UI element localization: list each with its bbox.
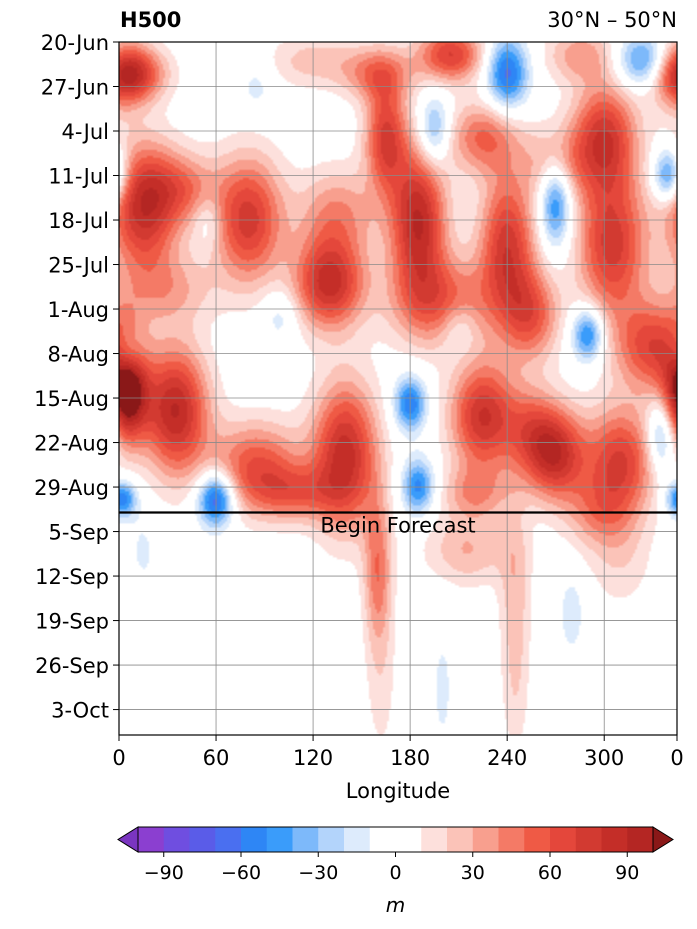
plot-area xyxy=(119,42,677,735)
colorbar-tick-label: −60 xyxy=(221,862,261,884)
colorbar: −90 −60 −30 0 30 60 90 m xyxy=(117,826,674,917)
y-tick-label: 29-Aug xyxy=(34,476,109,500)
colorbar-segment xyxy=(163,827,190,852)
colorbar-tick-label: 30 xyxy=(461,862,485,884)
y-tick-label: 15-Aug xyxy=(34,387,109,411)
forecast-label: Begin Forecast xyxy=(320,513,475,537)
y-tick-label: 27-Jun xyxy=(41,76,109,100)
colorbar-tick-label: 90 xyxy=(615,862,639,884)
colorbar-tick-label: −90 xyxy=(144,862,184,884)
y-tick-label: 11-Jul xyxy=(48,165,109,189)
colorbar-segment xyxy=(292,827,319,852)
colorbar-segment xyxy=(266,827,293,852)
x-tick-label: 180 xyxy=(390,746,430,770)
colorbar-extend-max xyxy=(652,826,674,853)
gridlines xyxy=(119,42,677,735)
y-tick-label: 8-Aug xyxy=(48,343,109,367)
colorbar-tick-label: 60 xyxy=(538,862,562,884)
colorbar-segment xyxy=(189,827,216,852)
y-tick-label: 4-Jul xyxy=(62,120,109,144)
y-axis: 20-Jun 27-Jun 4-Jul 11-Jul 18-Jul 25-Jul 1-Aug… xyxy=(34,31,119,723)
y-tick-label: 26-Sep xyxy=(35,654,109,678)
colorbar-segment xyxy=(447,827,474,852)
colorbar-segment xyxy=(369,827,422,852)
colorbar-segment xyxy=(421,827,448,852)
colorbar-tick-label: 0 xyxy=(389,862,401,884)
colorbar-segment xyxy=(498,827,525,852)
plot-frame: Begin Forecast xyxy=(118,41,678,736)
colorbar-segment xyxy=(215,827,242,852)
x-tick-label: 120 xyxy=(293,746,333,770)
y-tick-label: 5-Sep xyxy=(48,521,109,545)
colorbar-segment xyxy=(575,827,602,852)
colorbar-segment xyxy=(138,827,165,852)
x-axis-label: Longitude xyxy=(346,779,450,803)
y-tick-label: 22-Aug xyxy=(34,432,109,456)
chart-subtitle: 30°N – 50°N xyxy=(547,8,677,32)
y-tick-label: 3-Oct xyxy=(51,699,109,723)
colorbar-segment xyxy=(627,827,654,852)
colorbar-segment xyxy=(550,827,577,852)
anomaly-field xyxy=(119,42,677,735)
y-tick-label: 19-Sep xyxy=(35,610,109,634)
x-tick-label: 300 xyxy=(584,746,624,770)
chart-title: H500 xyxy=(120,8,182,32)
y-tick-label: 12-Sep xyxy=(35,565,109,589)
y-tick-label: 20-Jun xyxy=(41,31,109,55)
colorbar-segment xyxy=(601,827,628,852)
x-tick-label: 0 xyxy=(670,746,683,770)
x-tick-label: 240 xyxy=(487,746,527,770)
y-tick-label: 1-Aug xyxy=(48,298,109,322)
x-tick-label: 60 xyxy=(203,746,230,770)
x-axis: 0 60 120 180 240 300 0 Longitude xyxy=(112,735,684,803)
y-tick-label: 18-Jul xyxy=(48,209,109,233)
colorbar-segment xyxy=(344,827,371,852)
x-tick-label: 0 xyxy=(112,746,125,770)
colorbar-extend-min xyxy=(117,826,139,853)
colorbar-tick-label: −30 xyxy=(298,862,338,884)
colorbar-segment xyxy=(241,827,268,852)
colorbar-unit-label: m xyxy=(386,893,405,917)
colorbar-segment xyxy=(318,827,345,852)
y-tick-label: 25-Jul xyxy=(48,254,109,278)
colorbar-segment xyxy=(472,827,499,852)
plot-border xyxy=(118,41,678,736)
colorbar-segment xyxy=(524,827,551,852)
